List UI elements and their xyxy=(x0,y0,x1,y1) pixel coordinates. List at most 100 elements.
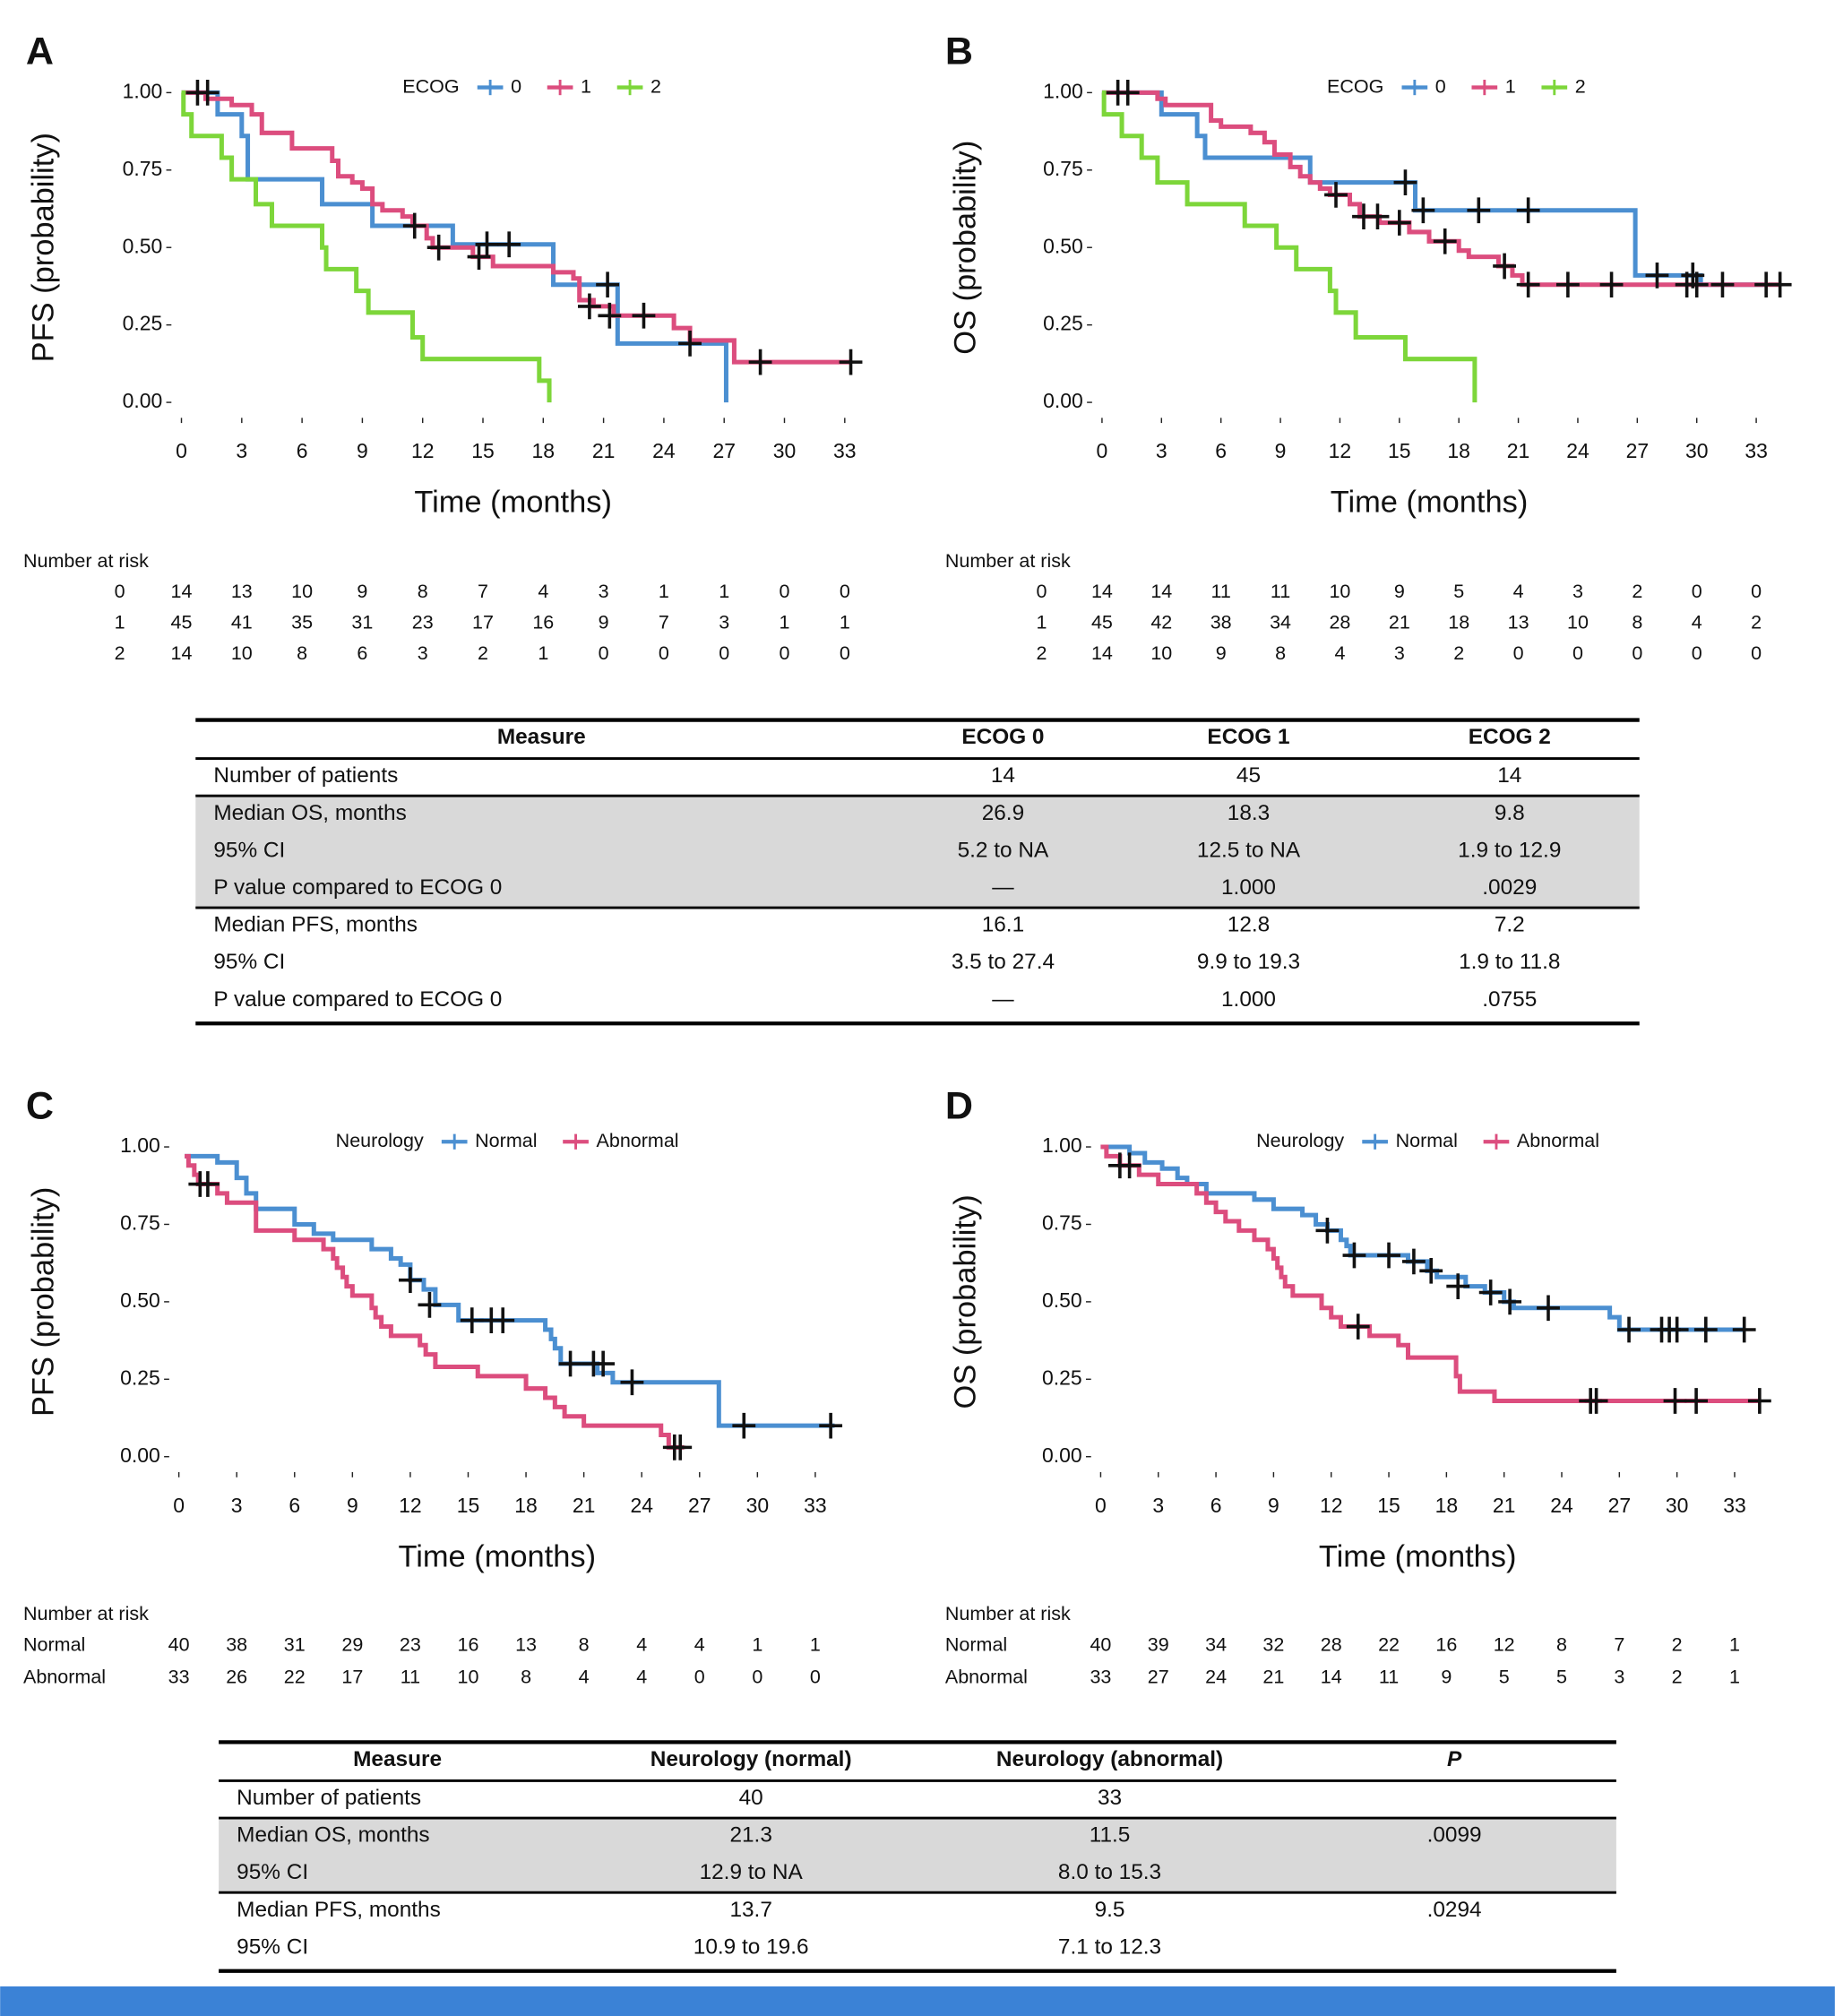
panel-label: A xyxy=(26,30,54,73)
censor-mark xyxy=(1478,1279,1503,1305)
legend-label: 2 xyxy=(650,75,661,97)
censor-mark xyxy=(491,1307,515,1333)
censor-mark xyxy=(748,349,772,375)
x-tick-label: 24 xyxy=(652,439,676,462)
legend-label: Normal xyxy=(475,1130,537,1151)
risk-count: 4 xyxy=(636,1666,647,1687)
risk-count: 33 xyxy=(168,1666,190,1687)
risk-count: 6 xyxy=(357,642,367,664)
censor-mark xyxy=(668,1434,693,1460)
risk-table-title: Number at risk xyxy=(945,1603,1071,1624)
y-tick-label: 0.25 xyxy=(120,1366,160,1389)
censor-mark xyxy=(598,302,622,329)
table-row-label: Median OS, months xyxy=(237,1823,429,1848)
risk-count: 9 xyxy=(599,612,609,633)
x-tick-label: 15 xyxy=(1377,1494,1400,1517)
risk-count: 4 xyxy=(1513,581,1524,602)
censor-mark xyxy=(596,271,620,298)
risk-count: 23 xyxy=(400,1633,421,1655)
y-axis-title: OS (probability) xyxy=(948,1194,982,1409)
risk-count: 0 xyxy=(1513,642,1524,664)
legend-label: 2 xyxy=(1575,75,1586,97)
table-cell: 7.2 xyxy=(1495,913,1525,937)
risk-count: 9 xyxy=(1216,642,1227,664)
table-header: Measure xyxy=(353,1747,442,1771)
risk-count: 34 xyxy=(1270,612,1291,633)
panel-label: B xyxy=(945,30,973,73)
censor-mark xyxy=(1710,271,1735,298)
y-tick-label: 0.00 xyxy=(1042,1443,1082,1467)
risk-count: 9 xyxy=(357,581,367,602)
table-cell: 18.3 xyxy=(1228,801,1270,825)
risk-count: 29 xyxy=(341,1633,363,1655)
censor-mark xyxy=(1433,228,1457,254)
risk-count: 22 xyxy=(284,1666,306,1687)
risk-count: 14 xyxy=(1091,581,1113,602)
censor-mark xyxy=(1117,1152,1141,1179)
legend-label: Normal xyxy=(1396,1130,1458,1151)
table-cell: 33 xyxy=(1098,1786,1122,1810)
risk-count: 24 xyxy=(1205,1666,1227,1687)
risk-count: 9 xyxy=(1394,581,1405,602)
risk-count: 0 xyxy=(780,642,790,664)
table-cell: 12.5 to NA xyxy=(1197,838,1301,862)
x-tick-label: 27 xyxy=(1626,439,1650,462)
footer-bar xyxy=(0,1986,1835,2016)
risk-row-label: Abnormal xyxy=(23,1666,106,1687)
risk-count: 3 xyxy=(418,642,428,664)
table-cell: 12.9 to NA xyxy=(700,1860,804,1884)
censor-mark xyxy=(1493,253,1516,280)
x-tick-label: 3 xyxy=(231,1494,243,1517)
censor-mark xyxy=(1768,271,1792,298)
legend-label: Abnormal xyxy=(597,1130,679,1151)
risk-count: 4 xyxy=(538,581,548,602)
y-tick-label: 0.75 xyxy=(123,157,163,180)
risk-count: 7 xyxy=(1614,1633,1624,1655)
legend-label: 0 xyxy=(1435,75,1446,97)
x-axis-title: Time (months) xyxy=(1331,486,1529,520)
risk-count: 8 xyxy=(1632,612,1642,633)
censor-mark xyxy=(1446,1273,1470,1299)
y-tick-label: 0.75 xyxy=(1043,157,1083,180)
risk-count: 7 xyxy=(478,581,488,602)
censor-mark xyxy=(195,1171,220,1197)
y-axis-title: PFS (probability) xyxy=(26,1187,60,1417)
censor-mark xyxy=(1555,271,1580,298)
risk-count: 8 xyxy=(521,1666,531,1687)
table-row-label: 95% CI xyxy=(237,1860,308,1884)
table-cell: 10.9 to 19.6 xyxy=(694,1934,809,1959)
risk-count: 13 xyxy=(231,581,253,602)
x-tick-label: 0 xyxy=(1097,439,1108,462)
risk-count: 5 xyxy=(1453,581,1464,602)
table-cell: 3.5 to 27.4 xyxy=(952,950,1055,974)
risk-row-label: 1 xyxy=(115,612,125,633)
censor-mark xyxy=(1116,80,1140,106)
survival-curve xyxy=(185,1153,685,1450)
table-row-label: Median PFS, months xyxy=(213,913,418,937)
risk-count: 3 xyxy=(719,612,729,633)
risk-count: 4 xyxy=(636,1633,647,1655)
table-header: ECOG 2 xyxy=(1469,725,1551,749)
x-tick-label: 18 xyxy=(532,439,556,462)
table-shade xyxy=(195,796,1640,909)
x-tick-label: 27 xyxy=(688,1494,711,1517)
y-tick-label: 0.75 xyxy=(120,1211,160,1235)
censor-mark xyxy=(558,1350,582,1377)
risk-count: 14 xyxy=(1150,581,1172,602)
risk-count: 1 xyxy=(538,642,548,664)
risk-count: 3 xyxy=(599,581,609,602)
risk-count: 14 xyxy=(171,642,193,664)
table-row-label: Median PFS, months xyxy=(237,1898,441,1922)
risk-count: 10 xyxy=(1329,581,1350,602)
risk-count: 0 xyxy=(599,642,609,664)
censor-mark xyxy=(1584,1388,1608,1414)
y-tick-label: 1.00 xyxy=(123,79,163,102)
survival-curve xyxy=(181,90,851,365)
censor-mark xyxy=(1324,182,1348,208)
panel-label: C xyxy=(26,1084,54,1127)
risk-count: 10 xyxy=(1150,642,1172,664)
risk-count: 16 xyxy=(458,1633,479,1655)
table-header: Measure xyxy=(497,725,586,749)
risk-count: 0 xyxy=(1572,642,1583,664)
